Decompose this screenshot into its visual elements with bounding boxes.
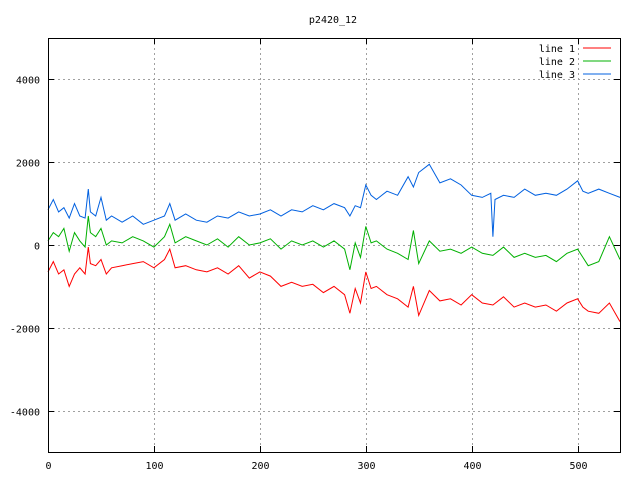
x-tick-label: 400 bbox=[463, 461, 481, 472]
y-tick-label: -4000 bbox=[10, 408, 40, 419]
legend-label: line 1 bbox=[539, 44, 575, 55]
y-tick-label: 4000 bbox=[16, 76, 40, 87]
series-line-1 bbox=[47, 247, 621, 322]
y-tick-label: -2000 bbox=[10, 325, 40, 336]
series-line-3 bbox=[47, 163, 621, 237]
y-tick-label: 0 bbox=[34, 242, 40, 253]
x-tick-label: 300 bbox=[357, 461, 375, 472]
legend-label: line 3 bbox=[539, 70, 575, 81]
x-tick-label: 0 bbox=[45, 461, 51, 472]
y-tick-label: 2000 bbox=[16, 159, 40, 170]
x-tick-label: 100 bbox=[145, 461, 163, 472]
legend-label: line 2 bbox=[539, 57, 575, 68]
series-lines bbox=[47, 163, 621, 322]
axis-ticks: 0 100 200 300 400 500 -4000 -2000 0 2000 4000 bbox=[10, 38, 620, 472]
chart-title: p2420_12 bbox=[309, 15, 357, 26]
legend: line 1 line 2 line 3 bbox=[539, 44, 611, 81]
x-tick-label: 500 bbox=[569, 461, 587, 472]
x-tick-label: 200 bbox=[251, 461, 269, 472]
grid-lines bbox=[48, 38, 620, 452]
series-line-2 bbox=[47, 215, 621, 270]
